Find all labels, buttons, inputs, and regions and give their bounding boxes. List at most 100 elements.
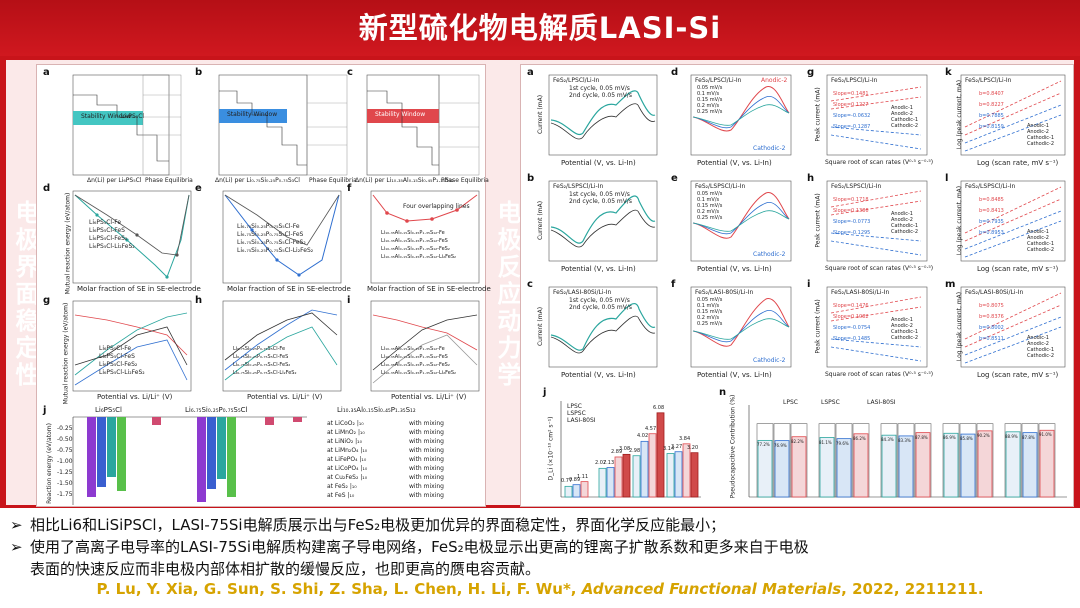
right-g-ylabel: Peak current (mA) [814,87,822,142]
left-figure-svg [72,74,480,505]
right-j-value-label: 2.89 [611,448,623,455]
left-a-phase: Phase Equilibria [145,177,193,184]
right-n-bar [915,432,931,498]
left-j-legend-left-1: at LiMnO₂ |₁₀ [327,429,365,436]
right-c-legend-1: 2nd cycle, 0.05 mV/s [569,304,633,311]
right-g-legend-3: Cathodic-2 [891,123,919,129]
right-n-bar [1039,429,1055,498]
right-figure: a b c d e f g h i k l m j n FeS₂/LPSCl/L… [520,64,1074,507]
right-e-legend-3: 0.2 mV/s [697,209,720,215]
right-pc-h [826,180,928,262]
citation-authors: P. Lu, Y. Xia, G. Sun, S. Shi, Z. Sha, L… [96,580,582,598]
left-d-legend-1: Li₆PS₅Cl-FeS [89,227,125,234]
right-n-value-label: 82.2% [791,438,804,444]
right-panel-c-letter: c [527,279,533,290]
right-n-legend-2: LASI-80SI [867,399,896,406]
left-j-ytick-1: -0.50 [57,436,73,443]
right-panel-f-letter: f [671,279,676,290]
right-n-value-label: 91.0% [1039,432,1052,438]
right-n-bar [774,440,790,498]
right-k-ylabel: Log (peak current, mA) [956,79,964,150]
left-d-legend: Li₆PS₅Cl-Fe Li₆PS₅Cl-FeS Li₆PS₅Cl-FeS₂ L… [89,219,135,251]
left-panel-i-letter: i [347,295,351,306]
panel-h-graphic [222,300,342,392]
right-k-legend-2: Cathodic-1 [1027,135,1055,141]
right-panel-g-letter: g [807,67,815,78]
right-j-value-label: 3.14 [663,445,675,452]
left-f-legend-3: Li₁₀.₃₅Al₀.₁₅Si₀.₄₅P₁.₃₅S₁₂-Li₂FeS₂ [381,254,456,260]
right-m-ylabel: Log (peak current, mA) [956,291,964,362]
right-n-bar [836,438,852,498]
right-d-legend-4: 0.25 mV/s [697,109,723,115]
right-cv-b [548,180,658,262]
right-l-b-2: b=0.7935 [979,219,1004,225]
right-k-xlabel: Log (scan rate, mV s⁻¹) [977,159,1059,167]
right-c-legend: 1st cycle, 0.05 mV/s 2nd cycle, 0.05 mV/… [569,297,632,311]
right-k-legend-0: Anodic-1 [1027,123,1049,129]
right-j-bar [656,412,665,498]
right-l-b-0: b=0.8485 [979,197,1004,203]
right-n-bar [1005,431,1021,498]
right-g-slope-3: Slope=-0.1287 [833,124,871,130]
right-log-k [960,74,1066,156]
left-j-legend-left-8: at FeS |₁₀ [327,492,355,499]
left-e-legend-0: Li₆.₇₅Si₀.₂₅P₀.₇₅S₅Cl-Fe [237,223,300,230]
left-j-legend-right-7: with mixing [409,483,444,490]
right-n-value-label: 77.2% [757,442,770,448]
right-a-legend-1: 2nd cycle, 0.05 mV/s [569,92,633,99]
right-f-title: FeS₂/LASI-80Si/Li-In [695,289,754,296]
right-m-b-0: b=0.8075 [979,303,1004,309]
right-i-legend: Anodic-1 Anodic-2 Cathodic-1 Cathodic-2 [891,317,918,341]
left-figure: a b c d e f g h i j Stability Window Li₆… [36,64,491,507]
bullet-1-text: 相比Li6和LiSiPSCl，LASI-75Si电解质展示出与FeS₂电极更加优… [30,516,726,534]
panel-b-graphic [218,74,348,176]
right-j-value-label: 0.89 [569,476,581,483]
right-l-legend-3: Cathodic-2 [1027,247,1055,253]
right-m-bvalues: b=0.8075 b=0.8376 b=0.8002 b=0.8511 [979,301,1004,345]
right-e-xlabel: Potential (V, vs. Li-In) [697,265,772,273]
right-j-bar [564,485,573,498]
left-b-phase: Phase Equilibria [309,177,357,184]
right-g-legend: Anodic-1 Anodic-2 Cathodic-1 Cathodic-2 [891,105,918,129]
right-n-value-label: 83.3% [898,437,911,443]
left-a-xlabel: Δn(Li) per Li₆PS₅Cl [87,177,142,184]
right-m-xlabel: Log (scan rate, mV s⁻¹) [977,371,1059,379]
bullet-2-cont: 表面的快速反应而非电极内部体相扩散的缓慢反应，也即更高的赝电容贡献。 [30,558,540,580]
right-j-legend-1: LSPSC [567,410,586,417]
right-j-value-label: 4.57 [645,425,657,432]
right-j-value-label: 3.20 [687,444,699,451]
right-f-cathodic: Cathodic-2 [753,357,786,364]
left-b-window: Stability Window [227,111,278,118]
right-j-value-label: 2.98 [629,447,641,454]
left-j-legend-right: with mixing with mixing with mixing with… [409,419,444,500]
left-h-legend-2: Li₆.₇₅Si₀.₂₅P₀.₇₅S₅Cl-FeS₂ [233,362,291,368]
right-n-bar [819,437,835,498]
right-a-ylabel: Current (mA) [537,94,545,135]
right-panel-j-letter: j [543,387,547,398]
right-f-xlabel: Potential (V, vs. Li-In) [697,371,772,379]
right-j-bar [580,481,589,498]
right-j-bar [674,451,683,498]
left-j-legend-right-1: with mixing [409,429,444,436]
right-b-legend: 1st cycle, 0.05 mV/s 2nd cycle, 0.05 mV/… [569,191,632,205]
right-k-b-3: b=0.8159 [979,124,1004,130]
left-e-legend-1: Li₆.₇₅Si₀.₂₅P₀.₇₅S₅Cl-FeS [237,231,304,238]
left-j-ytick-0: -0.25 [57,425,73,432]
right-d-cathodic: Cathodic-2 [753,145,786,152]
left-e-legend-2: Li₆.₇₅Si₀.₂₅P₀.₇₅S₅Cl-FeS₂ [237,239,306,246]
right-j-chart [560,401,701,498]
right-e-legend: 0.05 mV/s 0.1 mV/s 0.15 mV/s 0.2 mV/s 0.… [697,191,722,221]
right-l-legend-2: Cathodic-1 [1027,241,1055,247]
left-j-ylabel: Reaction energy (eV/atom) [45,423,53,504]
right-h-legend-1: Anodic-2 [891,217,913,223]
right-f-legend-4: 0.25 mV/s [697,321,723,327]
left-j-legend-right-3: with mixing [409,447,444,454]
right-i-slope-2: Slope=-0.0754 [833,325,871,331]
right-g-title: FeS₂/LPSCl/Li-In [831,77,878,84]
right-f-legend-2: 0.15 mV/s [697,309,723,315]
left-j-ytick-6: -1.75 [57,491,73,498]
left-section-label: 电极界面稳定性 [11,200,39,389]
right-n-value-label: 76.9% [774,442,787,448]
right-n-bar [791,436,807,498]
right-j-bar [640,440,649,498]
